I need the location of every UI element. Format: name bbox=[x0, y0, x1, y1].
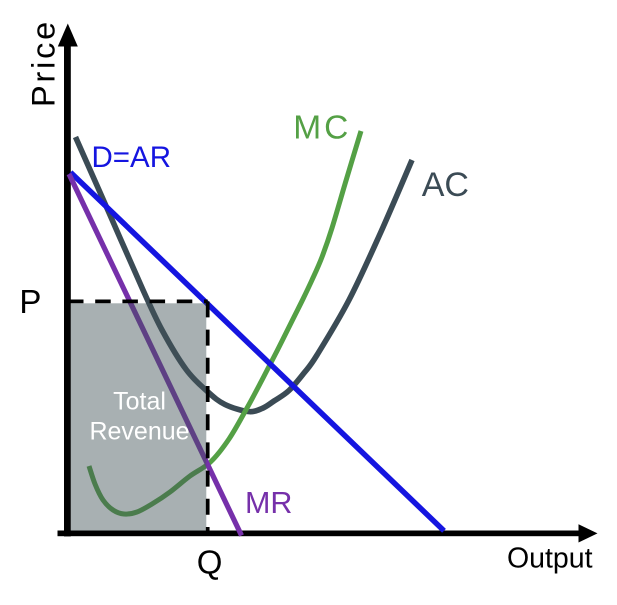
svg-text:P: P bbox=[19, 283, 41, 320]
svg-text:Revenue: Revenue bbox=[89, 418, 189, 446]
svg-text:AC: AC bbox=[422, 166, 469, 204]
svg-text:Price: Price bbox=[26, 19, 62, 107]
svg-text:MC: MC bbox=[293, 110, 351, 147]
svg-text:Output: Output bbox=[507, 543, 593, 575]
svg-text:Total: Total bbox=[113, 388, 166, 416]
svg-text:D=AR: D=AR bbox=[92, 141, 172, 174]
svg-text:Q: Q bbox=[197, 544, 223, 581]
svg-text:MR: MR bbox=[245, 486, 292, 520]
